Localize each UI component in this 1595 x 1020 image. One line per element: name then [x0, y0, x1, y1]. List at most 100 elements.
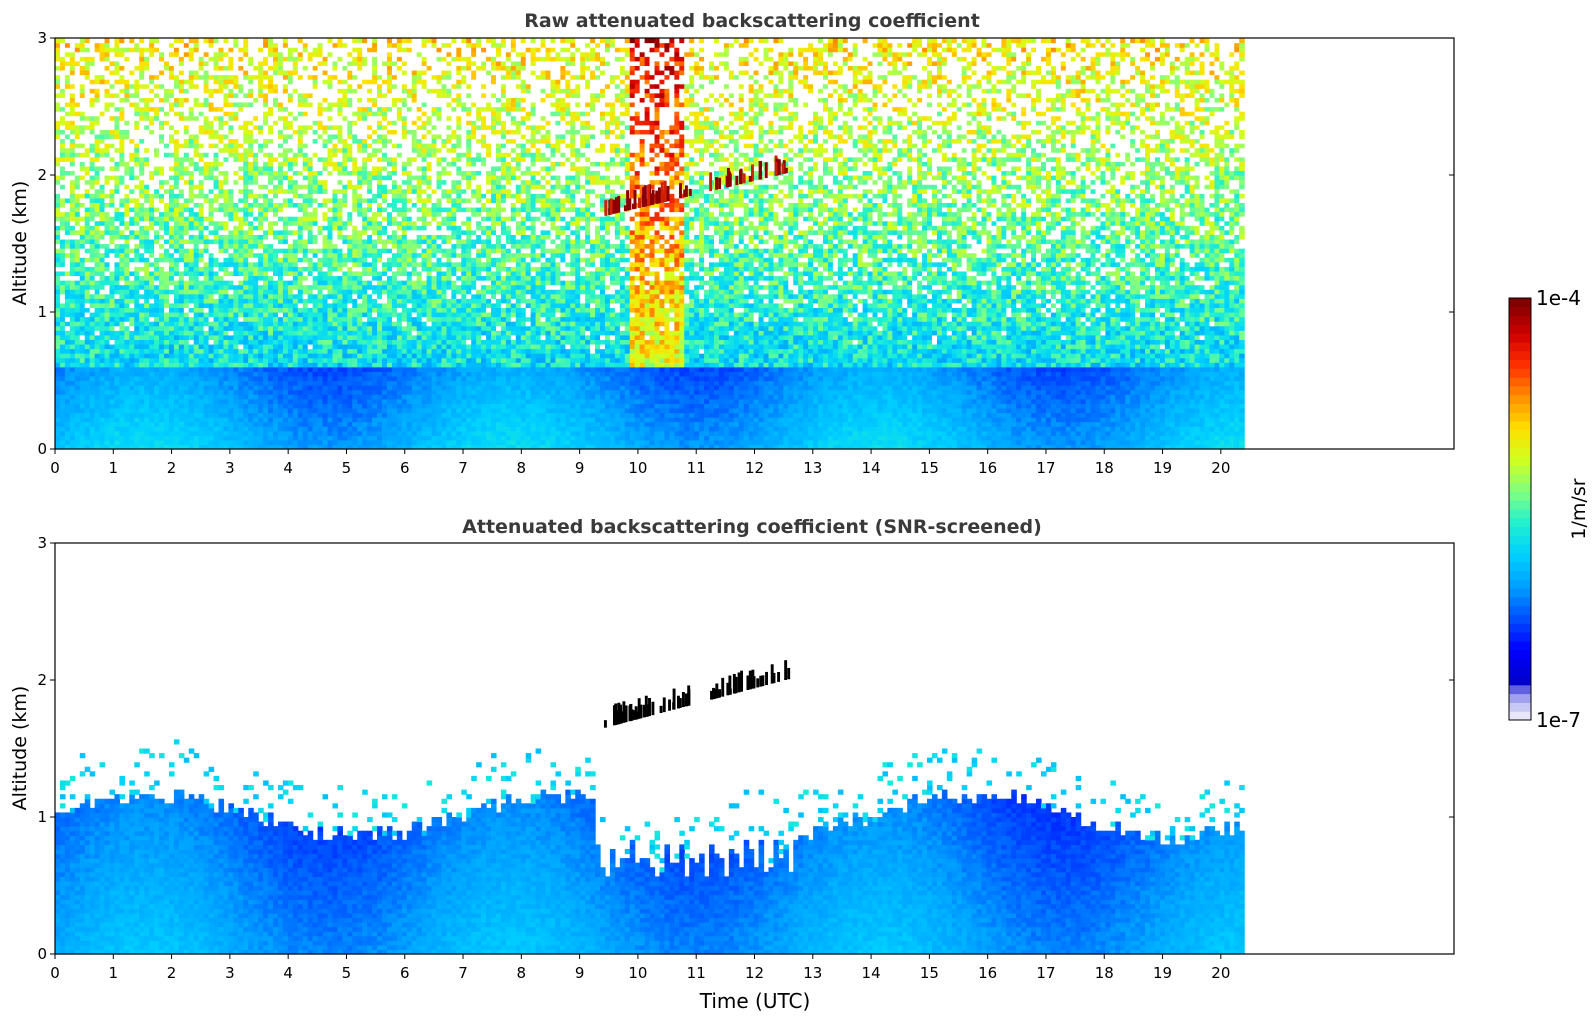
heatmap-cell [238, 339, 244, 345]
heatmap-cell [99, 339, 106, 345]
heatmap-cell [69, 252, 76, 258]
heatmap-cell [282, 280, 289, 286]
heatmap-cell [263, 435, 269, 441]
heatmap-cell [149, 398, 155, 404]
heatmap-cell [164, 216, 170, 222]
heatmap-cell [203, 156, 210, 162]
heatmap-cell [59, 69, 66, 76]
heatmap-cell [268, 69, 274, 76]
heatmap-cell [183, 362, 190, 368]
heatmap-cell [233, 261, 239, 267]
heatmap-cell [302, 92, 309, 98]
heatmap-cell [258, 421, 264, 427]
heatmap-cell [178, 403, 185, 409]
heatmap-cell [119, 321, 125, 327]
heatmap-cell [79, 38, 86, 44]
heatmap-cell [173, 202, 180, 208]
heatmap-cell [243, 225, 249, 231]
heatmap-cell [193, 175, 200, 181]
heatmap-cell [144, 316, 150, 322]
heatmap-cell [89, 193, 96, 199]
heatmap-cell [149, 165, 155, 172]
heatmap-cell [253, 339, 259, 345]
heatmap-cell [129, 430, 135, 436]
heatmap-cell [59, 266, 66, 272]
heatmap-cell [59, 348, 66, 354]
heatmap-cell [307, 47, 314, 53]
heatmap-cell [59, 197, 66, 203]
heatmap-cell [277, 270, 284, 277]
heatmap-cell [282, 284, 289, 290]
heatmap-cell [263, 307, 269, 313]
heatmap-cell [124, 252, 130, 258]
heatmap-cell [154, 407, 160, 414]
heatmap-cell [287, 385, 294, 391]
heatmap-cell [164, 143, 170, 149]
heatmap-cell [302, 216, 309, 222]
heatmap-cell [327, 307, 334, 313]
heatmap-cell [59, 334, 66, 340]
heatmap-cell [55, 51, 61, 57]
heatmap-cell [183, 421, 190, 427]
heatmap-cell [268, 426, 274, 432]
heatmap-cell [268, 280, 274, 286]
heatmap-cell [307, 366, 314, 372]
heatmap-cell [253, 133, 259, 140]
heatmap-cell [208, 97, 215, 103]
heatmap-cell [317, 289, 324, 295]
heatmap-cell [277, 156, 284, 162]
heatmap-cell [268, 385, 274, 391]
heatmap-cell [312, 238, 319, 245]
heatmap-cell [114, 51, 121, 57]
heatmap-cell [198, 202, 205, 208]
heatmap-cell [322, 252, 329, 258]
heatmap-cell [168, 188, 175, 194]
heatmap-cell [248, 312, 254, 318]
heatmap-cell [129, 138, 135, 144]
heatmap-cell [218, 120, 225, 126]
heatmap-cell [139, 225, 145, 231]
heatmap-cell [292, 366, 299, 372]
heatmap-cell [263, 120, 269, 126]
heatmap-cell [149, 275, 155, 281]
heatmap-cell [238, 147, 244, 153]
heatmap-cell [55, 74, 61, 80]
heatmap-cell [327, 412, 334, 418]
heatmap-cell [203, 111, 210, 117]
heatmap-cell [307, 243, 314, 249]
heatmap-cell [134, 380, 140, 386]
heatmap-cell [55, 312, 61, 318]
heatmap-cell [134, 321, 140, 327]
heatmap-cell [312, 275, 319, 281]
heatmap-cell [258, 129, 264, 135]
heatmap-cell [129, 334, 135, 340]
heatmap-cell [59, 88, 66, 94]
heatmap-cell [74, 321, 81, 327]
heatmap-cell [59, 280, 66, 286]
heatmap-cell [208, 120, 215, 126]
heatmap-cell [317, 65, 324, 71]
heatmap-cell [129, 270, 135, 277]
heatmap-cell [263, 165, 269, 172]
heatmap-cell [99, 312, 106, 318]
heatmap-cell [114, 366, 121, 372]
heatmap-cell [119, 165, 125, 172]
heatmap-cell [322, 152, 329, 158]
heatmap-cell [233, 115, 239, 121]
heatmap-cell [327, 270, 334, 277]
heatmap-cell [64, 439, 71, 446]
heatmap-cell [59, 184, 66, 190]
heatmap-cell [149, 211, 155, 217]
heatmap-cell [119, 330, 125, 336]
heatmap-cell [292, 407, 299, 414]
heatmap-cell [149, 394, 155, 400]
heatmap-cell [104, 275, 111, 281]
heatmap-cell [302, 357, 309, 363]
heatmap-cell [84, 92, 91, 98]
heatmap-cell [223, 243, 230, 249]
heatmap-cell [253, 270, 259, 277]
heatmap-cell [183, 69, 190, 76]
heatmap-cell [268, 170, 274, 176]
heatmap-cell [312, 88, 319, 94]
heatmap-cell [99, 152, 106, 158]
